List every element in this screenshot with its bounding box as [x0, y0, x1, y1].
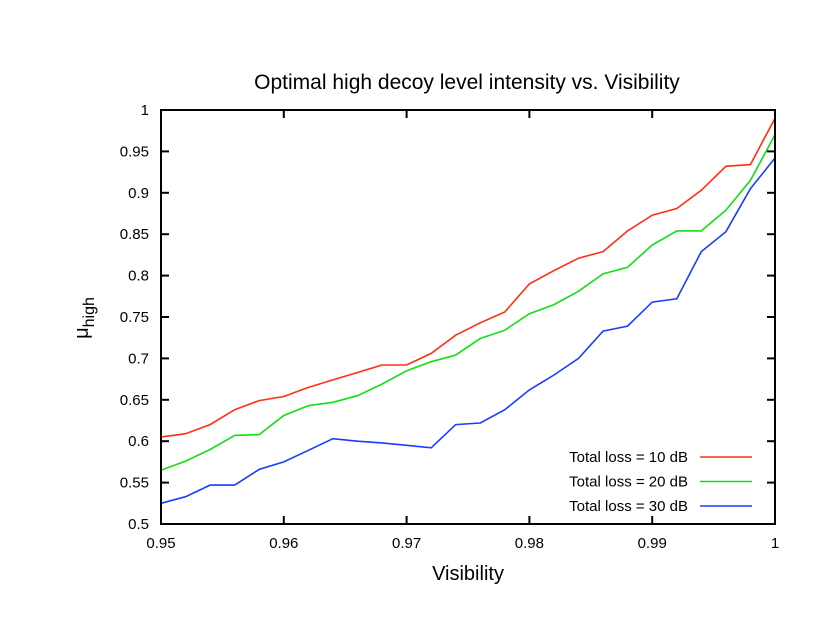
y-tick-label: 0.85 [120, 226, 149, 243]
x-tick-label: 0.96 [269, 535, 298, 552]
y-axis-label: μhigh [71, 297, 98, 339]
y-tick-label: 0.75 [120, 309, 149, 326]
x-tick-label: 0.98 [515, 535, 544, 552]
legend: Total loss = 10 dB Total loss = 20 dB Tota… [569, 449, 752, 515]
y-tick-label: 0.55 [120, 475, 149, 492]
x-axis-label: Visibility [432, 563, 504, 585]
series-line-1 [160, 117, 776, 438]
y-tick-label: 0.6 [128, 433, 149, 450]
x-tick-label: 0.95 [146, 535, 175, 552]
chart-title: Optimal high decoy level intensity vs. V… [254, 71, 680, 94]
svg-text:μhigh: μhigh [71, 297, 98, 339]
x-tick-label: 1 [771, 535, 779, 552]
series-layer [160, 117, 776, 505]
series-line-3 [160, 157, 776, 505]
series-line-2 [160, 134, 776, 471]
y-axis-label-main: μ [71, 327, 93, 339]
y-tick-label: 0.95 [120, 143, 149, 160]
x-tick-label: 0.99 [638, 535, 667, 552]
y-tick-label: 0.7 [128, 350, 149, 367]
y-tick-label: 0.5 [128, 516, 149, 533]
y-tick-label: 0.65 [120, 392, 149, 409]
y-tick-label: 1 [141, 102, 149, 119]
y-tick-label: 0.9 [128, 185, 149, 202]
y-tick-label: 0.8 [128, 268, 149, 285]
legend-label: Total loss = 30 dB [569, 498, 688, 515]
legend-label: Total loss = 20 dB [569, 474, 688, 491]
ticks: 0.95 0.96 0.97 0.98 0.99 1 0.5 0.55 0.6 0.65 0.7 0.… [120, 102, 779, 552]
legend-label: Total loss = 10 dB [569, 449, 688, 466]
y-axis-label-subscript: high [81, 297, 98, 327]
x-tick-label: 0.97 [392, 535, 421, 552]
